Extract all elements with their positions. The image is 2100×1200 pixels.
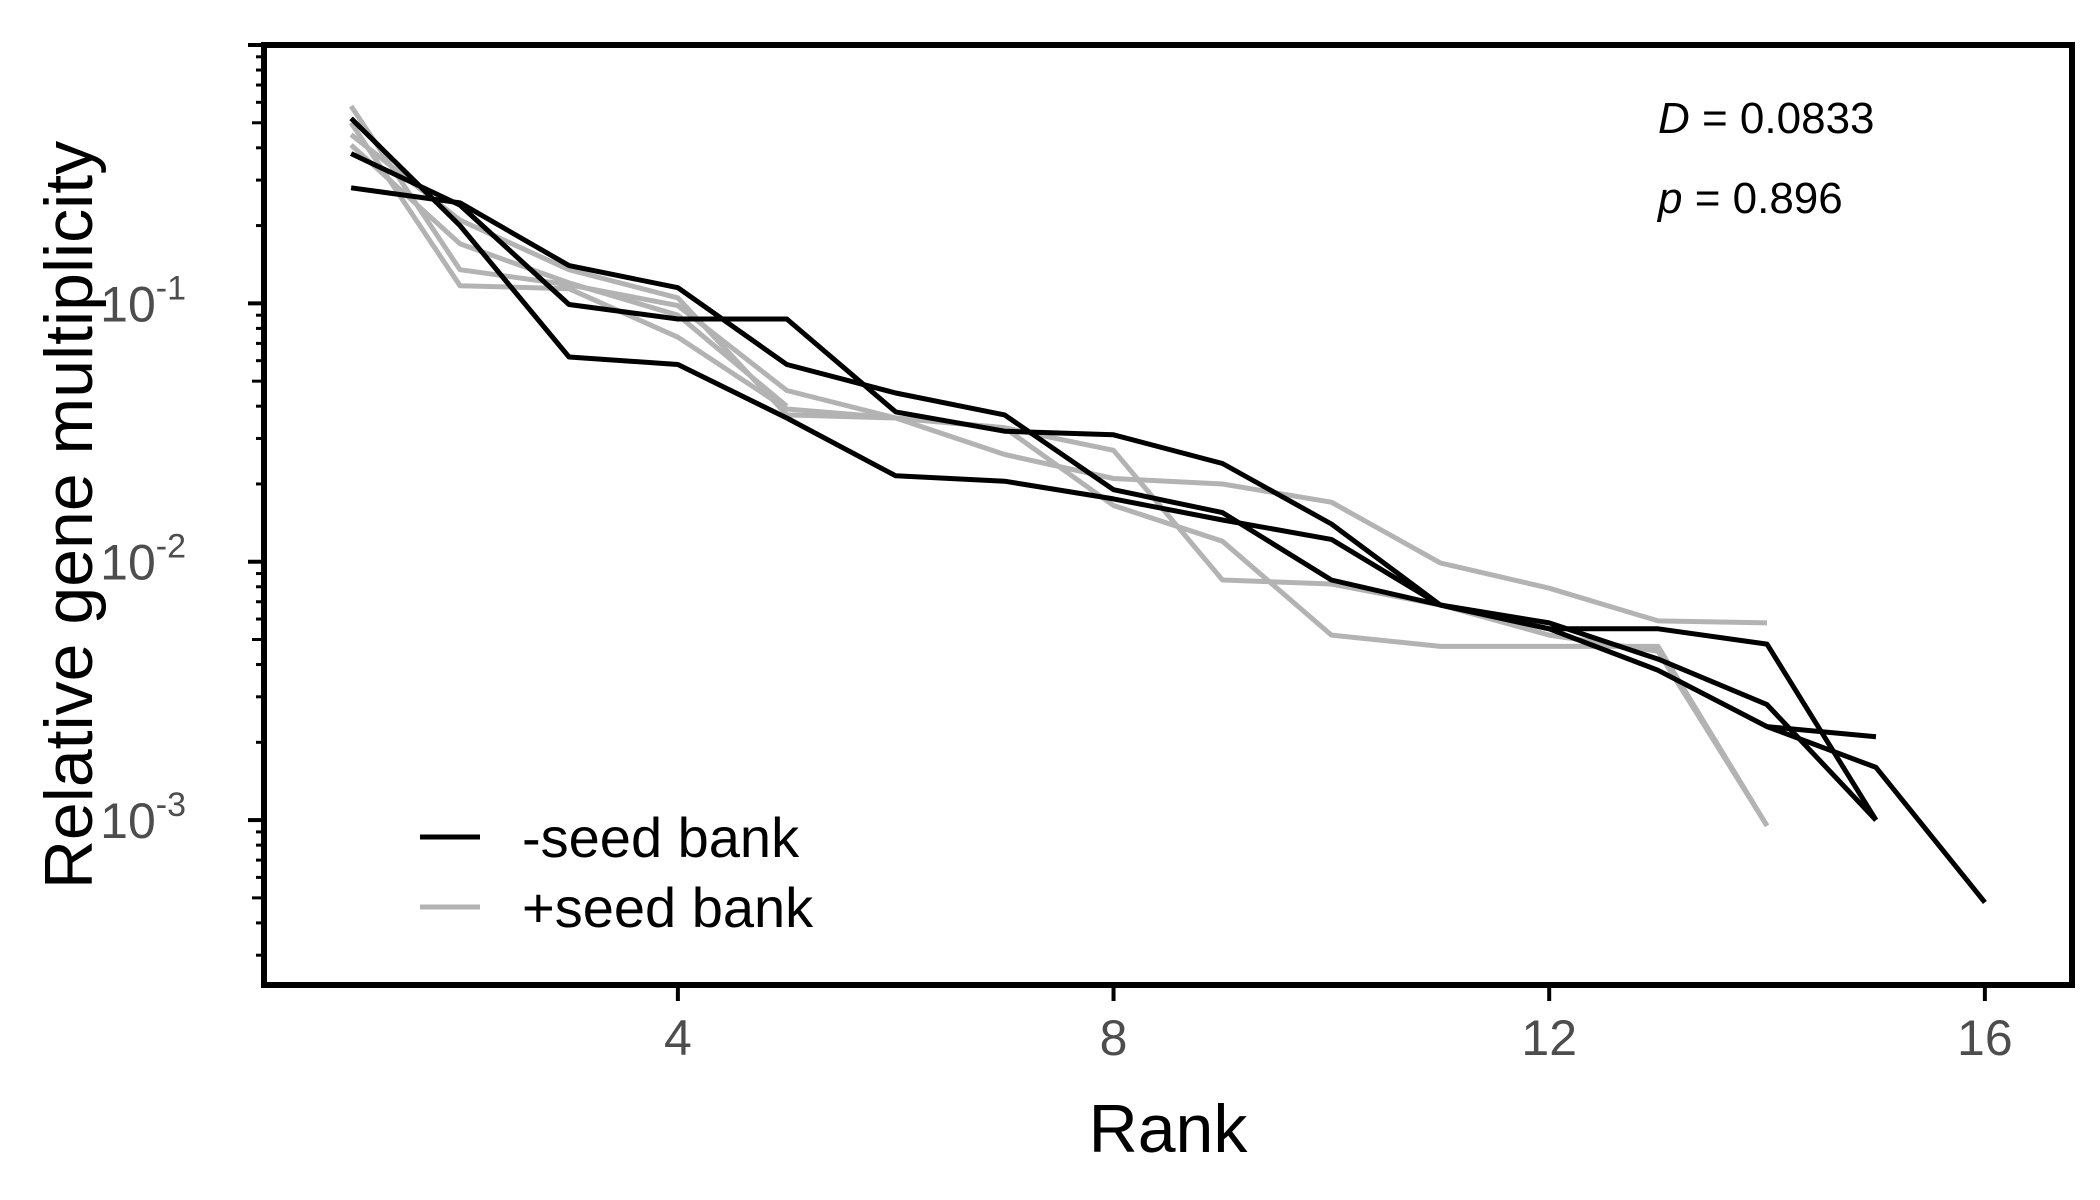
legend: -seed bank +seed bank	[420, 806, 814, 939]
stat-p: p = 0.896	[1656, 174, 1843, 223]
series-line-minus-seed-bank-3	[350, 151, 1987, 904]
x-axis: 4 8 12 16	[664, 985, 2013, 1066]
stat-d-value: = 0.0833	[1690, 94, 1875, 143]
x-tick-label: 12	[1521, 1010, 1577, 1066]
series-line-plus-seed-bank-5	[349, 104, 1768, 626]
x-axis-title: Rank	[1089, 1091, 1249, 1167]
series-line-minus-seed-bank-4	[1766, 724, 1877, 740]
stat-d: D = 0.0833	[1658, 94, 1875, 143]
series-line-plus-seed-bank-8	[349, 143, 789, 409]
y-axis-title: Relative gene multiplicity	[31, 141, 107, 889]
stat-p-value: = 0.896	[1682, 174, 1842, 223]
x-tick-label: 4	[664, 1010, 692, 1066]
legend-label-plus-seed-bank: +seed bank	[522, 876, 814, 939]
y-tick-label: 10-2	[100, 528, 186, 591]
stat-d-symbol: D	[1658, 94, 1690, 143]
stat-p-symbol: p	[1656, 174, 1682, 223]
legend-label-minus-seed-bank: -seed bank	[522, 806, 800, 869]
stat-annotations: D = 0.0833 p = 0.896	[1656, 94, 1875, 223]
series-line-minus-seed-bank-2	[350, 185, 1879, 822]
series-line-minus-seed-bank-1	[349, 116, 1878, 822]
y-tick-label: 10-3	[100, 786, 186, 849]
series-lines	[349, 104, 1987, 904]
x-tick-label: 16	[1957, 1010, 2013, 1066]
y-axis: 10-1 10-2 10-3	[100, 43, 264, 957]
y-tick-label: 10-1	[100, 269, 186, 332]
plot-panel-border	[261, 42, 2075, 988]
x-tick-label: 8	[1100, 1010, 1128, 1066]
series-line-plus-seed-bank-6	[349, 121, 1770, 828]
series-line-plus-seed-bank-7	[349, 132, 1770, 828]
